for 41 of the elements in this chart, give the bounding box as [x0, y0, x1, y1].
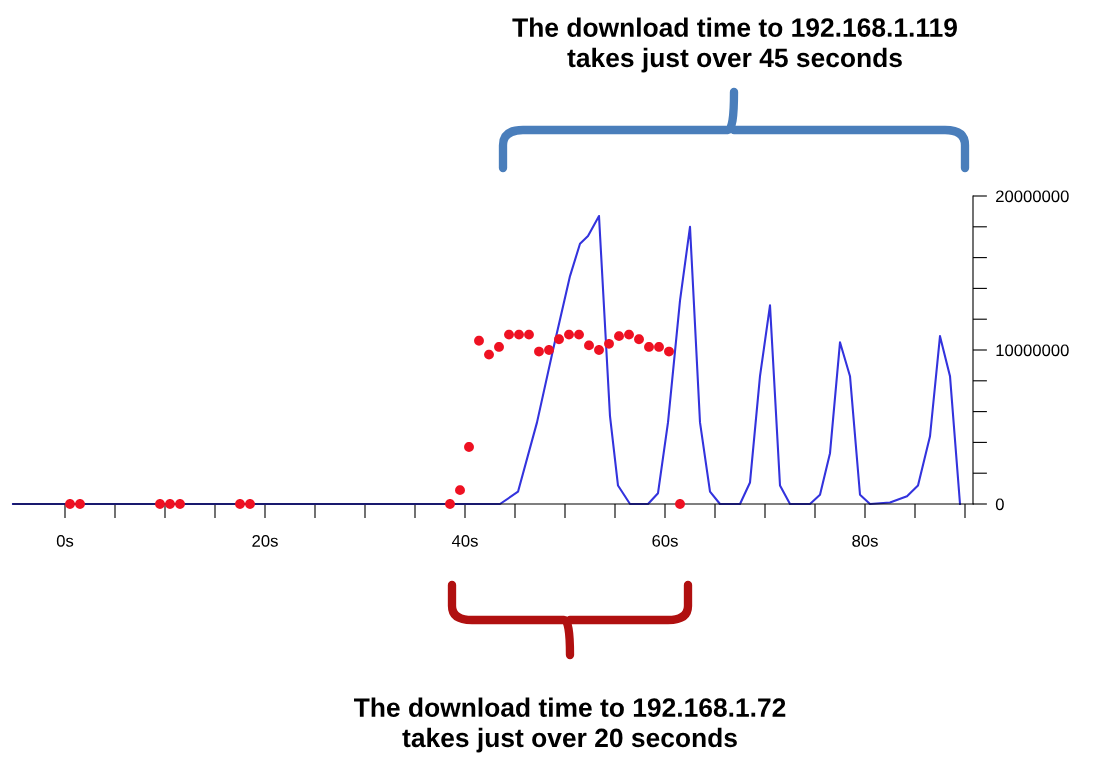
point — [514, 329, 524, 340]
x-tick-label: 20s — [252, 535, 278, 547]
point — [155, 499, 165, 509]
point — [544, 345, 554, 355]
point — [584, 340, 594, 351]
text: The download time to 192.168.1.72 takes just over 20 seconds — [354, 697, 786, 753]
point — [494, 342, 504, 352]
point — [464, 442, 474, 452]
point — [524, 329, 534, 340]
point — [644, 342, 654, 352]
x-tick-label: 40s — [451, 535, 478, 547]
point — [245, 499, 255, 509]
point — [504, 329, 514, 340]
point — [75, 499, 85, 509]
point — [65, 499, 75, 509]
point — [175, 499, 185, 509]
point — [664, 346, 674, 357]
point — [445, 499, 455, 509]
y-tick-label: 20000000 — [996, 190, 1069, 203]
x-tick-label: 0s — [56, 535, 74, 547]
point — [604, 338, 614, 349]
text: The download time to 192.168.1.119 takes just over 45 seconds — [512, 17, 957, 73]
point — [614, 331, 624, 342]
point — [165, 499, 175, 509]
point — [654, 342, 664, 352]
point — [594, 345, 604, 355]
y-tick-label: 10000000 — [996, 344, 1069, 357]
point — [634, 334, 644, 345]
point — [534, 346, 544, 357]
point — [675, 499, 685, 509]
point — [455, 485, 465, 496]
y-tick-label: 0 — [995, 498, 1004, 511]
x-tick-label: 60s — [652, 535, 678, 547]
point — [564, 329, 574, 340]
point — [554, 334, 564, 345]
point — [235, 499, 245, 509]
x-tick-label: 80s — [852, 535, 878, 547]
point — [474, 335, 484, 346]
point — [574, 329, 584, 340]
point — [484, 349, 494, 360]
point — [624, 329, 634, 340]
